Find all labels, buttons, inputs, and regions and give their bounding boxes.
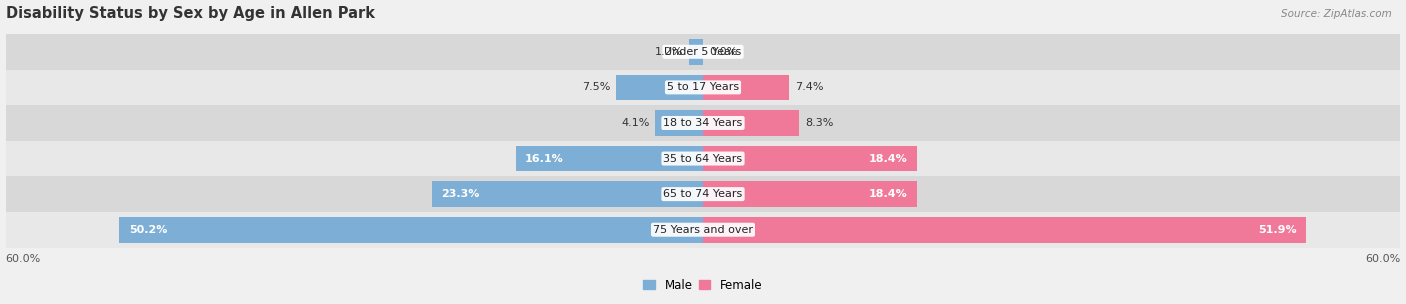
Bar	[6, 176, 1400, 212]
Text: 60.0%: 60.0%	[1365, 254, 1400, 264]
Bar	[6, 34, 1400, 70]
Text: 18 to 34 Years: 18 to 34 Years	[664, 118, 742, 128]
Legend: Male, Female: Male, Female	[638, 274, 768, 296]
Bar	[703, 110, 800, 136]
Bar	[703, 181, 917, 207]
Bar	[6, 141, 1400, 176]
Bar	[703, 74, 789, 100]
Bar	[120, 217, 703, 243]
Bar	[689, 39, 703, 65]
Text: 16.1%: 16.1%	[526, 154, 564, 164]
Text: Source: ZipAtlas.com: Source: ZipAtlas.com	[1281, 9, 1392, 19]
Bar	[516, 146, 703, 171]
Text: 35 to 64 Years: 35 to 64 Years	[664, 154, 742, 164]
Bar	[6, 70, 1400, 105]
Text: 65 to 74 Years: 65 to 74 Years	[664, 189, 742, 199]
Bar	[616, 74, 703, 100]
Text: 50.2%: 50.2%	[129, 225, 167, 235]
Text: 4.1%: 4.1%	[621, 118, 650, 128]
Bar	[703, 217, 1306, 243]
Text: 7.4%: 7.4%	[794, 82, 824, 92]
Text: Disability Status by Sex by Age in Allen Park: Disability Status by Sex by Age in Allen…	[6, 5, 374, 21]
Text: 18.4%: 18.4%	[869, 154, 908, 164]
Text: 51.9%: 51.9%	[1258, 225, 1296, 235]
Text: 8.3%: 8.3%	[806, 118, 834, 128]
Text: Under 5 Years: Under 5 Years	[665, 47, 741, 57]
Text: 60.0%: 60.0%	[6, 254, 41, 264]
Bar	[655, 110, 703, 136]
Text: 5 to 17 Years: 5 to 17 Years	[666, 82, 740, 92]
Bar	[6, 212, 1400, 247]
Bar	[703, 146, 917, 171]
Text: 1.2%: 1.2%	[655, 47, 683, 57]
Bar	[6, 105, 1400, 141]
Text: 0.0%: 0.0%	[709, 47, 737, 57]
Text: 23.3%: 23.3%	[441, 189, 479, 199]
Bar	[432, 181, 703, 207]
Text: 7.5%: 7.5%	[582, 82, 610, 92]
Text: 75 Years and over: 75 Years and over	[652, 225, 754, 235]
Text: 18.4%: 18.4%	[869, 189, 908, 199]
